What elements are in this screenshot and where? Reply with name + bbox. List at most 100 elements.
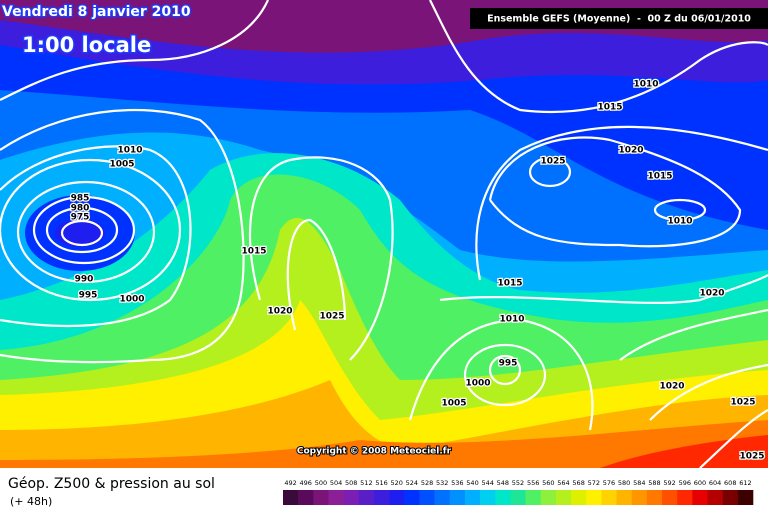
date-title: Vendredi 8 janvier 2010: [2, 4, 191, 20]
color-swatch: [662, 490, 678, 505]
isobar-label: 1000: [465, 379, 490, 389]
isobar-label: 1015: [241, 247, 266, 257]
level-label: 540: [466, 479, 478, 487]
color-swatch: [601, 490, 617, 505]
isobar-label: 1025: [730, 398, 755, 408]
level-label: 580: [618, 479, 630, 487]
level-label: 548: [497, 479, 509, 487]
color-swatch: [616, 490, 633, 505]
level-label: 588: [648, 479, 660, 487]
level-label: 584: [633, 479, 645, 487]
color-swatch: [313, 490, 329, 505]
isobar-label: 1020: [618, 146, 643, 156]
isobar-label: 1005: [441, 399, 466, 409]
color-swatch: [343, 490, 360, 505]
level-label: 572: [588, 479, 600, 487]
color-swatch: [419, 490, 435, 505]
isobar-label: 975: [71, 213, 90, 223]
isobar-label: 1010: [667, 217, 692, 227]
isobar-label: 1015: [647, 172, 672, 182]
isobar-label: 1000: [119, 295, 144, 305]
isobar-label: 1020: [267, 307, 292, 317]
level-label: 516: [375, 479, 387, 487]
color-swatch: [404, 490, 420, 505]
color-swatch: [434, 490, 451, 505]
isobar-label: 1015: [597, 103, 622, 113]
color-swatch: [555, 490, 572, 505]
color-swatch: [298, 490, 314, 505]
color-swatch: [646, 490, 663, 505]
color-swatch: [373, 490, 390, 505]
level-label: 608: [724, 479, 736, 487]
isobar-label: 1020: [659, 382, 684, 392]
level-label: 512: [360, 479, 372, 487]
isobar-label: 1005: [109, 160, 134, 170]
background-field: [0, 0, 768, 469]
forecast-lead: (+ 48h): [10, 495, 52, 508]
isobar-label: 1025: [739, 452, 764, 462]
isobar-label: 1010: [633, 80, 658, 90]
isobar-label: 1015: [497, 279, 522, 289]
color-swatch: [510, 490, 526, 505]
color-swatch: [631, 490, 648, 505]
colorbar: 492 496 500 504 508 512 516 520 524 528 532 536 540 5…: [283, 479, 754, 505]
isobar-label: 995: [499, 359, 518, 369]
isobar-label: 995: [79, 291, 98, 301]
isobar-label: 1020: [699, 289, 724, 299]
color-swatch: [540, 490, 557, 505]
color-swatch: [449, 490, 466, 505]
color-swatch: [464, 490, 481, 505]
color-swatch: [328, 490, 344, 505]
level-label: 560: [542, 479, 554, 487]
level-label: 504: [330, 479, 342, 487]
color-swatch: [722, 490, 739, 505]
level-label: 576: [603, 479, 615, 487]
level-label: 532: [436, 479, 448, 487]
model-info: Ensemble GEFS (Moyenne) - 00 Z du 06/01/…: [487, 14, 751, 25]
color-swatch: [495, 490, 511, 505]
level-label: 500: [315, 479, 327, 487]
level-label: 568: [572, 479, 584, 487]
level-label: 612: [739, 479, 751, 487]
color-swatch: [571, 490, 587, 505]
copyright: Copyright © 2008 Meteociel.fr: [297, 447, 452, 457]
color-swatch: [692, 490, 708, 505]
isobar-label: 1025: [319, 312, 344, 322]
level-label: 544: [481, 479, 493, 487]
isobar-label: 1010: [117, 146, 142, 156]
level-label: 508: [345, 479, 357, 487]
level-label: 596: [679, 479, 691, 487]
color-swatch: [480, 490, 496, 505]
header-box: [470, 8, 768, 29]
color-swatch: [677, 490, 693, 505]
level-label: 564: [557, 479, 569, 487]
isobar-label: 980: [71, 204, 90, 214]
color-swatch: [389, 490, 405, 505]
isobar-label: 990: [75, 275, 94, 285]
color-swatch: [707, 490, 723, 505]
isobar-label: 985: [71, 194, 90, 204]
level-label: 556: [527, 479, 539, 487]
time-title: 1:00 locale: [22, 33, 151, 57]
isobar-label: 1025: [540, 157, 565, 167]
level-label: 536: [451, 479, 463, 487]
isobar-label: 1010: [499, 315, 524, 325]
level-label: 604: [709, 479, 721, 487]
level-label: 520: [390, 479, 402, 487]
level-label: 528: [421, 479, 433, 487]
level-label: 496: [300, 479, 312, 487]
color-swatch: [586, 490, 602, 505]
color-swatch: [283, 490, 299, 505]
color-swatch: [737, 490, 754, 505]
level-label: 552: [512, 479, 524, 487]
color-swatch: [358, 490, 375, 505]
level-label: 600: [694, 479, 706, 487]
isobars: [0, 0, 768, 431]
color-swatch: [525, 490, 542, 505]
level-label: 524: [406, 479, 418, 487]
level-label: 592: [663, 479, 675, 487]
isobar-labels: 1010 1005 985 980 975 990 995 1000 1015 …: [69, 78, 765, 463]
legend-title: Géop. Z500 & pression au sol: [8, 476, 215, 492]
level-label: 492: [284, 479, 296, 487]
